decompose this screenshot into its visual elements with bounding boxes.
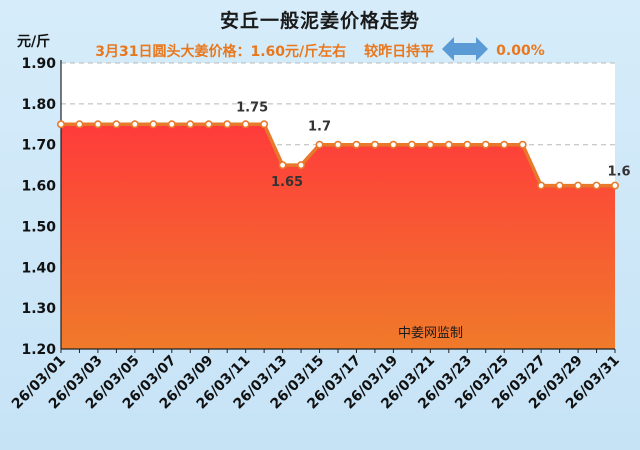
data-point — [463, 140, 472, 149]
y-tick-label: 1.20 — [21, 342, 56, 358]
y-tick-label: 1.90 — [21, 56, 56, 72]
data-point — [426, 140, 435, 149]
data-label: 1.65 — [271, 175, 303, 190]
y-tick-label: 1.60 — [21, 179, 56, 195]
data-point — [315, 140, 324, 149]
data-point — [389, 140, 398, 149]
chart-title: 安丘一般泥姜价格走势 — [219, 10, 420, 32]
data-point — [260, 120, 269, 129]
y-tick-label: 1.80 — [21, 97, 56, 113]
data-point — [333, 140, 342, 149]
data-point — [537, 181, 546, 190]
data-point — [130, 120, 139, 129]
data-point — [241, 120, 250, 129]
data-point — [574, 181, 583, 190]
data-point — [112, 120, 121, 129]
y-tick-label: 1.30 — [21, 301, 56, 317]
data-label: 1.7 — [308, 120, 331, 135]
data-label: 1.75 — [236, 100, 268, 115]
data-point — [610, 181, 619, 190]
data-point — [93, 120, 102, 129]
data-point — [149, 120, 158, 129]
price-area — [61, 124, 615, 350]
left-right-arrow-icon — [442, 37, 489, 65]
chart-subtitle: 3月31日圆头大姜价格：1.60元/斤左右 较昨日持平 0.00% — [0, 37, 640, 65]
data-point — [407, 140, 416, 149]
y-tick-label: 1.50 — [21, 219, 56, 235]
y-tick-label: 1.40 — [21, 260, 56, 276]
data-point — [75, 120, 84, 129]
data-point — [500, 140, 509, 149]
subtitle-lead: 3月31日圆头大姜价格：1.60元/斤左右 — [95, 44, 347, 60]
data-point — [186, 120, 195, 129]
data-point — [278, 161, 287, 170]
subtitle-compare: 较昨日持平 — [364, 44, 435, 60]
y-axis-label: 元/斤 — [17, 34, 51, 50]
data-point — [592, 181, 601, 190]
data-point — [352, 140, 361, 149]
data-point — [518, 140, 527, 149]
data-point — [555, 181, 564, 190]
watermark: 中姜网监制 — [398, 326, 464, 341]
data-point — [370, 140, 379, 149]
data-point — [223, 120, 232, 129]
data-label: 1.6 — [607, 165, 630, 180]
data-point — [444, 140, 453, 149]
data-point — [204, 120, 213, 129]
data-point — [481, 140, 490, 149]
y-tick-label: 1.70 — [21, 138, 56, 154]
data-point — [167, 120, 176, 129]
data-point — [56, 120, 65, 129]
subtitle-change: 0.00% — [496, 43, 545, 59]
data-point — [297, 161, 306, 170]
